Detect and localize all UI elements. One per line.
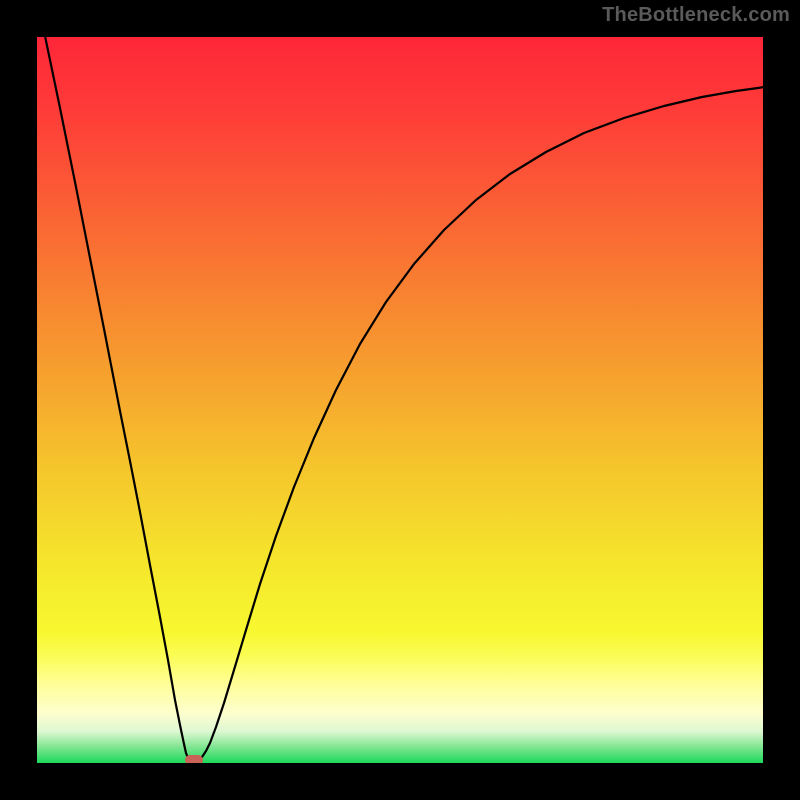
chart-svg bbox=[0, 0, 800, 800]
bottleneck-chart: TheBottleneck.com bbox=[0, 0, 800, 800]
plot-background bbox=[36, 36, 764, 764]
watermark-text: TheBottleneck.com bbox=[602, 4, 790, 27]
